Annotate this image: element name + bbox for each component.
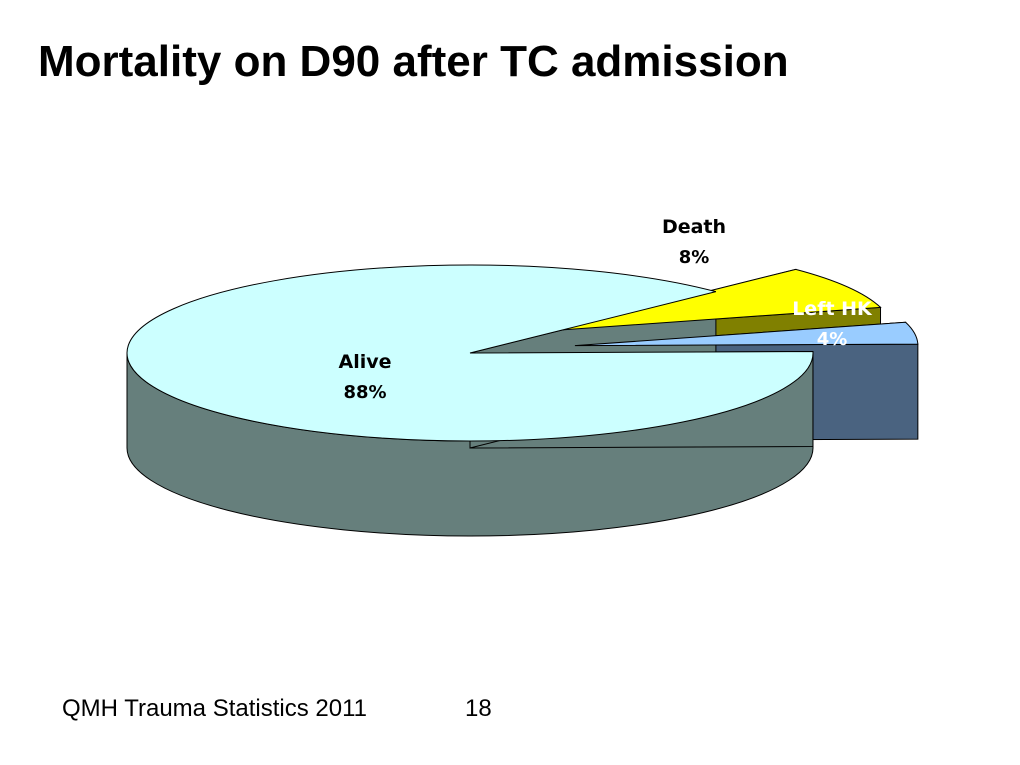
slice-value-death: 8%	[679, 247, 710, 268]
pie-slice-tops	[126, 264, 919, 442]
slice-label-death: Death	[662, 216, 726, 238]
slice-value-alive: 88%	[343, 382, 386, 403]
slice-label-alive: Alive	[338, 351, 391, 373]
pie-slice-left-hk	[574, 321, 919, 347]
pie-slice-death	[549, 268, 882, 332]
slide-title: Mortality on D90 after TC admission	[38, 37, 789, 86]
page-number: 18	[465, 695, 492, 722]
footer-source: QMH Trauma Statistics 2011	[62, 695, 367, 722]
pie-slice-alive	[126, 264, 814, 442]
slice-label-left-hk: Left HK	[792, 298, 873, 320]
pie-slice-labels: Alive 88% Death 8% Left HK 4%	[338, 216, 873, 403]
slice-value-left-hk: 4%	[817, 329, 848, 350]
